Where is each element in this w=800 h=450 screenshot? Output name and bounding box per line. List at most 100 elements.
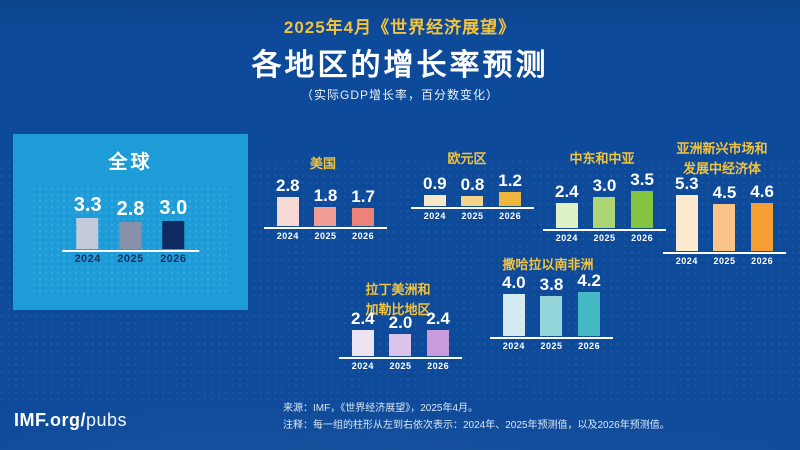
bar-item: 0.8 2025 bbox=[461, 176, 485, 221]
bar-value-label: 2.8 bbox=[116, 198, 145, 221]
bar-value-label: 1.2 bbox=[498, 170, 522, 190]
region-title-line: 亚洲新兴市场和 bbox=[676, 141, 768, 156]
bar-item: 4.5 2025 bbox=[713, 184, 737, 266]
bar-value-label: 3.5 bbox=[630, 170, 654, 190]
bar bbox=[351, 329, 374, 356]
bar-value-label: 3.0 bbox=[592, 175, 617, 195]
bar-year-label: 2024 bbox=[351, 361, 374, 371]
bar bbox=[427, 329, 450, 356]
bar-year-label: 2026 bbox=[578, 341, 601, 351]
bar-year-label: 2025 bbox=[593, 233, 616, 243]
brand-bold: IMF.org/ bbox=[14, 410, 86, 430]
bar-year-label: 2026 bbox=[631, 233, 654, 243]
bar-item: 2.0 2025 bbox=[389, 314, 413, 371]
bar-year-label: 2024 bbox=[74, 253, 101, 265]
bar-item: 0.9 2024 bbox=[423, 175, 447, 221]
bar-item: 2.8 2024 bbox=[276, 177, 300, 241]
bar-value-label: 3.3 bbox=[73, 193, 102, 216]
bar-value-label: 1.8 bbox=[313, 186, 338, 206]
axis-baseline bbox=[61, 250, 200, 252]
bar-item: 3.5 2026 bbox=[630, 171, 654, 243]
bar-value-label: 5.3 bbox=[675, 174, 699, 194]
region-title-line: 加勒比地区 bbox=[365, 302, 431, 318]
bar-year-label: 2024 bbox=[423, 211, 446, 221]
bar-year-label: 2024 bbox=[502, 341, 525, 351]
bar-chart-latin-america-caribbean: 2.4 2024 2.0 2025 2.4 2026 bbox=[339, 310, 462, 371]
page-subtitle: （实际GDP增长率，百分数变化） bbox=[300, 88, 499, 102]
bar bbox=[713, 203, 736, 251]
bar-year-label: 2024 bbox=[555, 233, 578, 243]
bar bbox=[540, 296, 563, 336]
bar bbox=[162, 220, 185, 249]
axis-baseline bbox=[663, 252, 786, 254]
bar-item: 3.3 2024 bbox=[74, 195, 102, 265]
region-title-middle-east-central-asia: 中东和中亚 bbox=[517, 149, 687, 169]
bar-item: 1.2 2026 bbox=[498, 172, 522, 221]
bar-value-label: 0.9 bbox=[423, 174, 447, 194]
region-title-usa: 美国 bbox=[238, 154, 408, 174]
bar bbox=[631, 191, 654, 228]
bar-item: 2.8 2025 bbox=[117, 199, 145, 265]
bar-year-label: 2026 bbox=[499, 211, 522, 221]
bar-year-label: 2025 bbox=[314, 231, 337, 241]
region-title-line: 中东和中亚 bbox=[569, 151, 635, 166]
bar bbox=[314, 207, 337, 226]
bar-item: 4.0 2024 bbox=[502, 274, 526, 351]
bar-year-label: 2025 bbox=[117, 253, 144, 265]
region-title-line: 撒哈拉以南非洲 bbox=[502, 257, 594, 272]
page-title: 各地区的增长率预测 bbox=[251, 49, 549, 82]
bar-chart-global: 3.3 2024 2.8 2025 3.0 2026 bbox=[61, 195, 200, 266]
region-title-global: 全球 bbox=[108, 152, 153, 173]
region-title-emerging-asia: 亚洲新兴市场和 发展中经济体 bbox=[637, 139, 800, 179]
bar-item: 4.2 2026 bbox=[577, 272, 601, 351]
global-highlight-panel: 全球 3.3 2024 2.8 2025 3.0 2026 bbox=[13, 134, 248, 310]
bar bbox=[76, 217, 99, 249]
bar-year-label: 2026 bbox=[427, 361, 450, 371]
bar-year-label: 2026 bbox=[751, 256, 774, 266]
bar bbox=[502, 294, 525, 336]
bar bbox=[461, 196, 484, 206]
bar-value-label: 0.8 bbox=[460, 175, 485, 195]
bar-chart-usa: 2.8 2024 1.8 2025 1.7 2026 bbox=[264, 177, 387, 241]
bar bbox=[423, 195, 446, 206]
bar-value-label: 3.0 bbox=[159, 196, 188, 219]
bar-year-label: 2025 bbox=[713, 256, 736, 266]
region-title-line: 拉丁美洲和 bbox=[365, 282, 431, 297]
bar-value-label: 2.8 bbox=[276, 175, 300, 195]
bar-item: 5.3 2024 bbox=[675, 175, 699, 266]
bar-chart-euro-area: 0.9 2024 0.8 2025 1.2 2026 bbox=[411, 172, 534, 221]
source-line: 来源：IMF，《世界经济展望》，2025年4月。 bbox=[283, 403, 479, 414]
bar-item: 3.8 2025 bbox=[540, 276, 564, 351]
footnotes: 来源：IMF，《世界经济展望》，2025年4月。 注释：每一组的柱形从左到右依次… bbox=[283, 400, 670, 434]
bar-year-label: 2024 bbox=[276, 231, 299, 241]
bar-item: 1.7 2026 bbox=[351, 188, 375, 241]
bar-value-label: 3.8 bbox=[539, 275, 564, 295]
imf-pubs-logo[interactable]: IMF.org/pubs bbox=[14, 410, 127, 431]
axis-baseline bbox=[543, 229, 666, 231]
bar bbox=[352, 208, 375, 226]
bar-item: 1.8 2025 bbox=[314, 187, 338, 241]
bar-item: 2.4 2024 bbox=[351, 310, 375, 371]
bar-value-label: 2.4 bbox=[426, 308, 450, 328]
bar-chart-emerging-asia: 5.3 2024 4.5 2025 4.6 2026 bbox=[663, 175, 786, 266]
bar-item: 3.0 2026 bbox=[159, 198, 187, 266]
bar bbox=[593, 196, 616, 228]
bar-value-label: 2.4 bbox=[351, 308, 375, 328]
axis-baseline bbox=[490, 337, 613, 339]
bar-year-label: 2024 bbox=[675, 256, 698, 266]
bar bbox=[751, 202, 774, 251]
bar-chart-middle-east-central-asia: 2.4 2024 3.0 2025 3.5 2026 bbox=[543, 171, 666, 243]
bar-value-label: 4.5 bbox=[712, 182, 737, 202]
bar-year-label: 2025 bbox=[461, 211, 484, 221]
brand-light: pubs bbox=[86, 410, 128, 430]
bar-year-label: 2025 bbox=[389, 361, 412, 371]
bar-item: 3.0 2025 bbox=[593, 177, 617, 244]
report-kicker: 2025年4月《世界经济展望》 bbox=[283, 18, 517, 37]
bar bbox=[675, 195, 698, 251]
note-line: 注释：每一组的柱形从左到右依次表示：2024年、2025年预测值，以及2026年… bbox=[283, 420, 670, 431]
bar bbox=[389, 334, 412, 356]
bar-chart-sub-saharan-africa: 4.0 2024 3.8 2025 4.2 2026 bbox=[490, 272, 613, 351]
bar-year-label: 2025 bbox=[540, 341, 563, 351]
axis-baseline bbox=[339, 357, 462, 359]
